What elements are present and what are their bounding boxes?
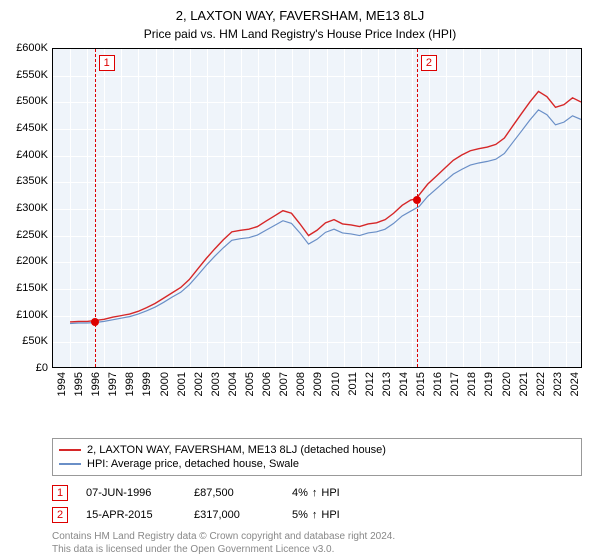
transaction-price: £317,000 xyxy=(194,509,274,521)
event-marker-badge: 1 xyxy=(99,55,115,71)
line-series-svg xyxy=(53,49,581,367)
x-axis-label: 2003 xyxy=(210,372,222,396)
footnote-line: Contains HM Land Registry data © Crown c… xyxy=(52,531,582,544)
x-axis-label: 2023 xyxy=(552,372,564,396)
footnote: Contains HM Land Registry data © Crown c… xyxy=(52,531,582,556)
x-axis-label: 2001 xyxy=(176,372,188,396)
x-axis-label: 1995 xyxy=(73,372,85,396)
arrow-up-icon: ↑ xyxy=(312,509,318,521)
y-axis-label: £50K xyxy=(22,335,48,347)
x-axis-label: 2012 xyxy=(364,372,376,396)
transaction-marker-badge: 1 xyxy=(52,485,68,501)
y-axis-label: £400K xyxy=(16,149,48,161)
y-axis-label: £200K xyxy=(16,255,48,267)
transaction-date: 15-APR-2015 xyxy=(86,509,176,521)
x-axis-label: 2008 xyxy=(295,372,307,396)
transaction-row: 1 07-JUN-1996 £87,500 4% ↑ HPI xyxy=(52,482,582,504)
event-marker-badge: 2 xyxy=(421,55,437,71)
x-axis-label: 1999 xyxy=(141,372,153,396)
y-axis-label: £150K xyxy=(16,282,48,294)
transaction-delta: 5% ↑ HPI xyxy=(292,509,340,521)
transaction-price: £87,500 xyxy=(194,487,274,499)
x-axis-label: 2004 xyxy=(227,372,239,396)
event-marker-dot xyxy=(413,196,421,204)
event-marker-line xyxy=(417,49,418,367)
chart-area: £0£50K£100K£150K£200K£250K£300K£350K£400… xyxy=(52,48,582,398)
series-line xyxy=(70,110,581,324)
plot-region: 12 xyxy=(52,48,582,368)
page-subtitle: Price paid vs. HM Land Registry's House … xyxy=(0,23,600,45)
x-axis-label: 1998 xyxy=(124,372,136,396)
series-line xyxy=(70,91,581,322)
x-axis-label: 2017 xyxy=(449,372,461,396)
y-axis-label: £550K xyxy=(16,69,48,81)
arrow-up-icon: ↑ xyxy=(312,487,318,499)
x-axis-label: 1994 xyxy=(56,372,68,396)
x-axis-label: 1997 xyxy=(107,372,119,396)
x-axis-label: 2007 xyxy=(278,372,290,396)
y-axis-label: £300K xyxy=(16,202,48,214)
y-axis-label: £0 xyxy=(36,362,48,374)
transaction-marker-badge: 2 xyxy=(52,507,68,523)
x-axis-label: 1996 xyxy=(90,372,102,396)
x-axis-label: 2020 xyxy=(501,372,513,396)
x-axis-label: 2021 xyxy=(518,372,530,396)
x-axis-label: 2018 xyxy=(466,372,478,396)
transactions-table: 1 07-JUN-1996 £87,500 4% ↑ HPI 2 15-APR-… xyxy=(52,482,582,526)
y-axis-label: £500K xyxy=(16,95,48,107)
y-axis-label: £250K xyxy=(16,229,48,241)
x-axis-label: 2016 xyxy=(432,372,444,396)
transaction-delta: 4% ↑ HPI xyxy=(292,487,340,499)
x-axis-label: 2006 xyxy=(261,372,273,396)
x-axis-label: 2011 xyxy=(347,372,359,396)
legend-row: HPI: Average price, detached house, Swal… xyxy=(59,457,575,471)
x-axis-label: 2005 xyxy=(244,372,256,396)
legend-label: 2, LAXTON WAY, FAVERSHAM, ME13 8LJ (deta… xyxy=(87,444,386,456)
y-axis-label: £600K xyxy=(16,42,48,54)
x-axis-label: 2000 xyxy=(159,372,171,396)
legend-swatch xyxy=(59,463,81,465)
x-axis-label: 2019 xyxy=(483,372,495,396)
x-axis-label: 2010 xyxy=(330,372,342,396)
x-axis-label: 2013 xyxy=(381,372,393,396)
legend-row: 2, LAXTON WAY, FAVERSHAM, ME13 8LJ (deta… xyxy=(59,443,575,457)
x-axis-label: 2024 xyxy=(569,372,581,396)
event-marker-dot xyxy=(91,318,99,326)
x-axis-label: 2022 xyxy=(535,372,547,396)
x-axis-label: 2002 xyxy=(193,372,205,396)
chart-container: 2, LAXTON WAY, FAVERSHAM, ME13 8LJ Price… xyxy=(0,0,600,560)
legend-region: 2, LAXTON WAY, FAVERSHAM, ME13 8LJ (deta… xyxy=(52,438,582,526)
footnote-line: This data is licensed under the Open Gov… xyxy=(52,544,582,557)
x-axis-label: 2014 xyxy=(398,372,410,396)
y-axis-label: £350K xyxy=(16,175,48,187)
x-axis-label: 2015 xyxy=(415,372,427,396)
legend-label: HPI: Average price, detached house, Swal… xyxy=(87,458,299,470)
transaction-row: 2 15-APR-2015 £317,000 5% ↑ HPI xyxy=(52,504,582,526)
legend-swatch xyxy=(59,449,81,451)
page-title: 2, LAXTON WAY, FAVERSHAM, ME13 8LJ xyxy=(0,0,600,23)
y-axis-label: £100K xyxy=(16,309,48,321)
y-axis-label: £450K xyxy=(16,122,48,134)
transaction-date: 07-JUN-1996 xyxy=(86,487,176,499)
series-legend: 2, LAXTON WAY, FAVERSHAM, ME13 8LJ (deta… xyxy=(52,438,582,476)
x-axis-label: 2009 xyxy=(312,372,324,396)
